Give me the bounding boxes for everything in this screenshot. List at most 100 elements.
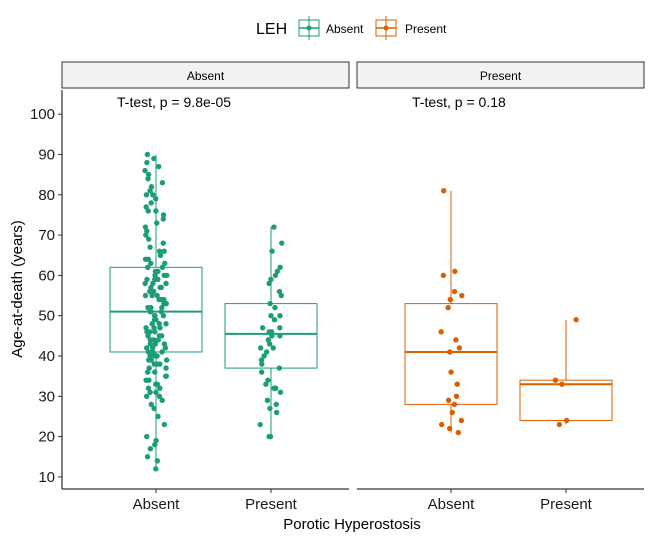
data-point <box>143 192 150 198</box>
data-point <box>257 421 263 428</box>
data-point <box>154 458 161 464</box>
data-point <box>257 345 264 351</box>
box-present <box>519 317 613 428</box>
data-point <box>142 167 148 174</box>
legend-label-present: Present <box>405 22 447 36</box>
data-point <box>151 312 158 319</box>
data-point <box>447 349 453 355</box>
data-point <box>146 236 152 242</box>
data-point <box>157 252 164 258</box>
y-ticks: 10 20 30 40 50 60 70 80 90 100 <box>30 106 62 486</box>
data-point <box>446 425 453 432</box>
data-point <box>153 466 159 472</box>
data-point <box>270 345 276 351</box>
data-point <box>273 409 280 416</box>
y-tick-label: 20 <box>38 429 55 446</box>
data-point <box>158 284 164 291</box>
data-point <box>156 296 162 303</box>
ttest-annotation: T-test, p = 9.8e-05 <box>117 94 231 110</box>
data-point <box>267 405 273 412</box>
data-point <box>144 159 150 166</box>
data-point <box>153 196 159 202</box>
data-point <box>156 393 163 400</box>
data-point <box>144 276 150 283</box>
data-point <box>145 333 151 339</box>
facet-strip-present <box>356 61 645 89</box>
data-point <box>277 325 283 331</box>
data-point <box>452 268 458 275</box>
data-point <box>265 337 271 343</box>
data-point <box>163 321 169 327</box>
data-point <box>144 454 151 460</box>
data-point <box>143 232 149 238</box>
data-point <box>152 272 158 279</box>
data-point <box>150 280 156 287</box>
y-tick-label: 90 <box>38 146 55 163</box>
data-point <box>142 280 148 287</box>
data-point <box>144 151 151 158</box>
data-point <box>459 292 465 299</box>
legend: LEH Absent Present <box>256 16 447 40</box>
x-tick-label: Present <box>245 496 298 513</box>
data-point <box>453 337 459 343</box>
data-point <box>159 264 166 271</box>
data-point <box>160 216 166 222</box>
data-point <box>157 385 163 391</box>
iqr-box <box>109 266 203 353</box>
data-point <box>163 357 170 363</box>
data-point <box>144 329 150 335</box>
facet-label-present: Present <box>480 69 522 83</box>
data-point <box>266 433 272 440</box>
data-point <box>150 349 156 355</box>
data-point <box>153 381 159 387</box>
data-point <box>266 329 272 335</box>
data-point <box>152 276 158 283</box>
data-point <box>268 276 274 283</box>
data-point <box>144 433 150 440</box>
data-point <box>263 381 269 387</box>
data-point <box>147 389 153 395</box>
data-point <box>145 256 152 262</box>
data-point <box>146 365 152 371</box>
data-point <box>269 333 275 339</box>
box-present <box>224 224 318 440</box>
box-absent <box>404 188 498 436</box>
y-tick-label: 70 <box>38 227 55 244</box>
y-tick-label: 80 <box>38 187 55 204</box>
data-point <box>154 292 160 299</box>
data-point <box>258 369 265 375</box>
data-point <box>445 304 451 311</box>
data-point <box>153 208 159 214</box>
data-point <box>161 341 168 347</box>
data-point <box>151 405 157 412</box>
facet-panel-present: T-test, p = 0.18 Absent Present <box>404 94 613 513</box>
data-point <box>151 155 157 162</box>
legend-key-present <box>375 16 397 40</box>
y-tick-label: 40 <box>38 348 55 365</box>
data-point <box>438 329 444 335</box>
data-point <box>151 337 157 343</box>
data-point <box>153 437 159 444</box>
data-point <box>451 401 458 408</box>
data-point <box>161 248 167 254</box>
data-point <box>159 349 165 355</box>
data-point <box>159 397 165 404</box>
data-point <box>161 272 167 279</box>
data-point <box>149 321 155 327</box>
iqr-box <box>404 303 498 405</box>
data-point <box>151 317 158 323</box>
data-point <box>455 429 461 436</box>
data-point <box>158 308 165 315</box>
data-point <box>263 349 270 355</box>
data-point <box>155 413 161 420</box>
data-point <box>145 208 151 214</box>
data-point <box>148 260 154 267</box>
data-point <box>440 272 447 279</box>
data-point <box>160 240 166 246</box>
data-point <box>156 163 162 170</box>
data-point <box>156 333 163 339</box>
data-point <box>456 345 463 351</box>
data-point <box>277 264 283 271</box>
data-point <box>143 204 149 210</box>
data-point <box>152 329 158 335</box>
